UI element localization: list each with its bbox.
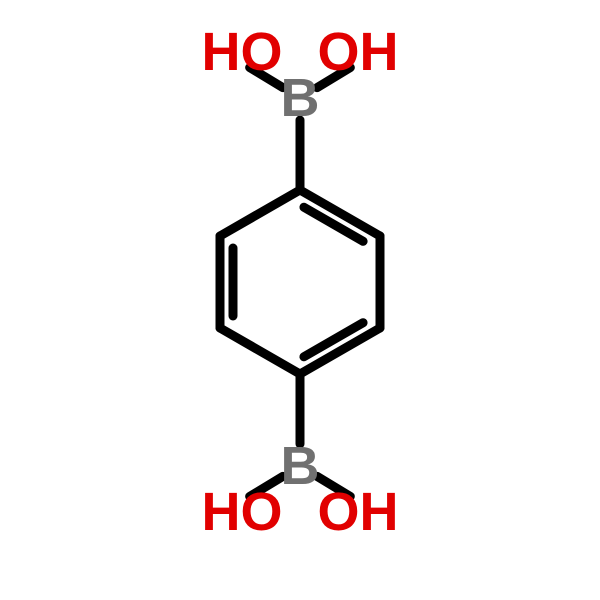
bond [220, 190, 300, 236]
atom-label-O2a: OH [317, 482, 398, 542]
bond [220, 328, 300, 374]
atom-label-B2: B [281, 436, 320, 496]
atom-label-O1b: HO [201, 22, 282, 82]
atom-label-B1: B [281, 68, 320, 128]
chemical-structure-diagram: BBOHHOOHHO [0, 0, 600, 600]
atom-label-O1a: OH [317, 22, 398, 82]
atom-label-O2b: HO [201, 482, 282, 542]
